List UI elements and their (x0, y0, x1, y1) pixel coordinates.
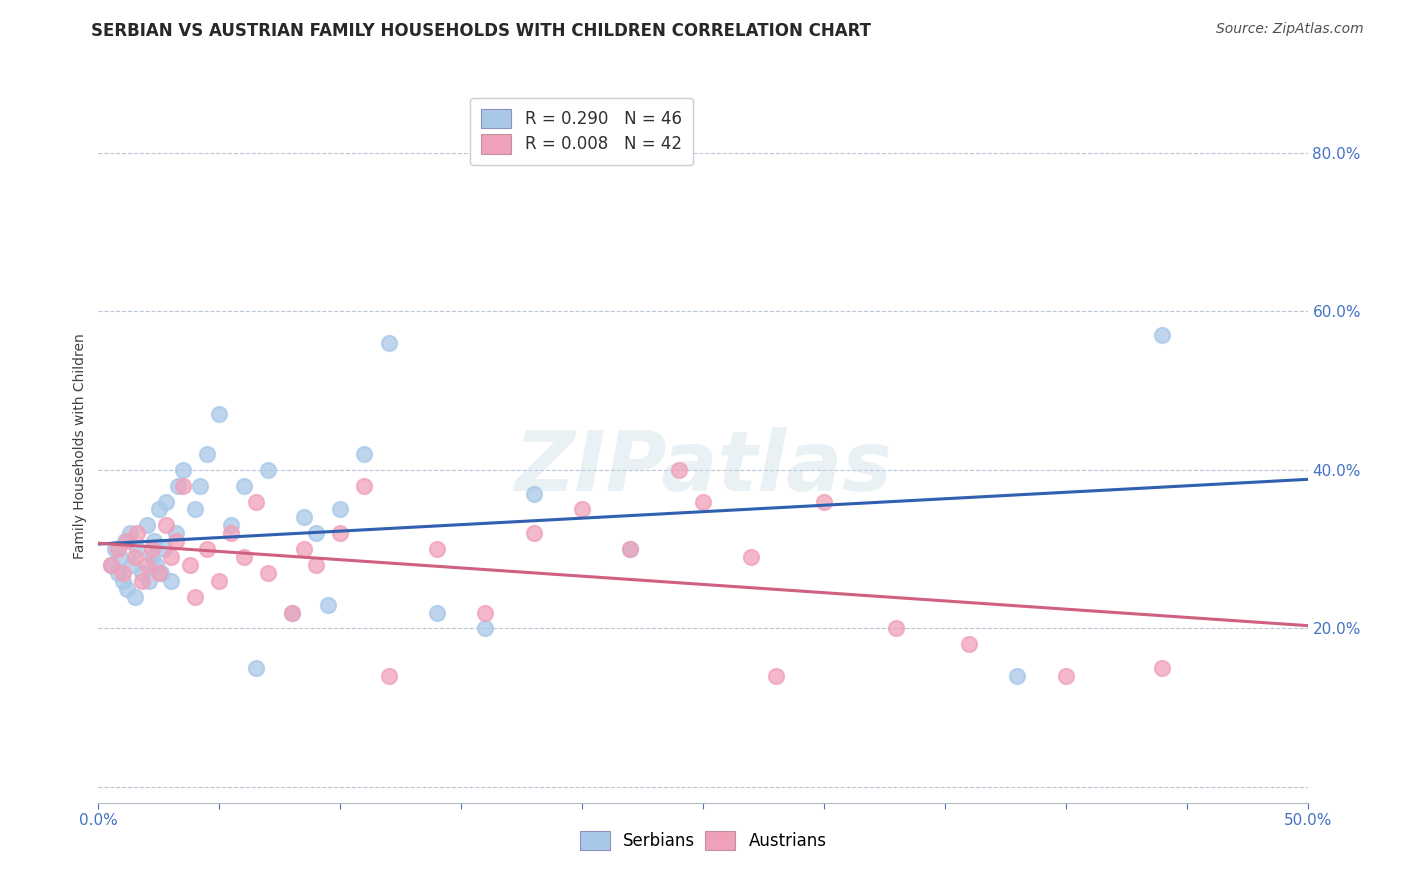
Point (813, 494, 835, 508)
Point (245, 661, 267, 675)
Point (353, 447, 375, 461)
Point (117, 534, 139, 549)
Text: SERBIAN VS AUSTRIAN FAMILY HOUSEHOLDS WITH CHILDREN CORRELATION CHART: SERBIAN VS AUSTRIAN FAMILY HOUSEHOLDS WI… (91, 22, 872, 40)
Point (957, 637, 980, 651)
Point (155, 494, 177, 508)
Point (138, 574, 160, 588)
Point (127, 526, 149, 541)
Point (377, 669, 399, 683)
Point (124, 590, 146, 604)
Point (155, 518, 177, 533)
Point (117, 582, 139, 596)
Point (305, 558, 328, 572)
Point (329, 526, 352, 541)
Point (245, 494, 267, 508)
Point (108, 549, 131, 564)
Y-axis label: Family Households with Children: Family Households with Children (73, 333, 87, 559)
Point (131, 574, 153, 588)
Point (305, 526, 328, 541)
Point (111, 574, 134, 588)
Point (523, 526, 546, 541)
Point (619, 542, 641, 557)
Point (765, 669, 787, 683)
Point (292, 510, 315, 524)
Point (160, 574, 183, 588)
Point (107, 542, 129, 557)
Point (172, 463, 194, 477)
Point (1152, 661, 1174, 675)
Text: ZIPatlas: ZIPatlas (515, 427, 891, 508)
Point (104, 542, 127, 557)
Point (100, 558, 122, 572)
Point (523, 486, 546, 500)
Point (160, 549, 183, 564)
Point (195, 542, 218, 557)
Point (111, 566, 134, 580)
Point (188, 478, 211, 492)
Point (281, 606, 304, 620)
Point (668, 463, 690, 477)
Point (135, 558, 157, 572)
Point (1007, 669, 1029, 683)
Point (1054, 669, 1077, 683)
Point (208, 407, 231, 421)
Point (426, 542, 449, 557)
Point (165, 526, 187, 541)
Point (232, 549, 254, 564)
Point (426, 606, 449, 620)
Point (353, 478, 375, 492)
Point (145, 558, 167, 572)
Point (740, 549, 762, 564)
Point (167, 478, 190, 492)
Point (184, 590, 207, 604)
Point (619, 542, 641, 557)
Point (377, 335, 399, 350)
Point (118, 526, 141, 541)
Point (107, 566, 129, 580)
Point (165, 534, 187, 549)
Legend: Serbians, Austrians: Serbians, Austrians (571, 822, 835, 859)
Point (281, 606, 304, 620)
Point (121, 558, 143, 572)
Point (184, 502, 207, 516)
Point (571, 502, 593, 516)
Point (141, 549, 163, 564)
Point (131, 566, 153, 580)
Point (127, 542, 149, 557)
Point (208, 574, 231, 588)
Point (195, 447, 218, 461)
Text: Source: ZipAtlas.com: Source: ZipAtlas.com (1216, 22, 1364, 37)
Point (329, 502, 352, 516)
Point (179, 558, 201, 572)
Point (1152, 328, 1174, 343)
Point (221, 518, 243, 533)
Point (148, 566, 170, 580)
Point (316, 598, 339, 612)
Point (143, 534, 166, 549)
Point (232, 478, 254, 492)
Point (221, 526, 243, 541)
Point (148, 502, 170, 516)
Point (100, 558, 122, 572)
Point (256, 566, 278, 580)
Point (474, 621, 496, 635)
Point (141, 542, 163, 557)
Point (152, 542, 174, 557)
Point (886, 621, 908, 635)
Point (150, 566, 173, 580)
Point (256, 463, 278, 477)
Point (474, 606, 496, 620)
Point (124, 549, 146, 564)
Point (114, 534, 136, 549)
Point (135, 518, 157, 533)
Point (292, 542, 315, 557)
Point (692, 494, 714, 508)
Point (172, 478, 194, 492)
